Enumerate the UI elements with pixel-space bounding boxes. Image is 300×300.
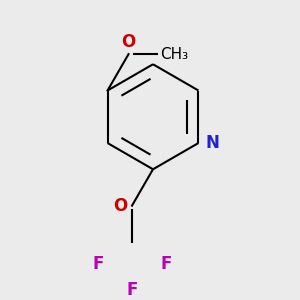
Text: O: O <box>122 33 136 51</box>
Text: N: N <box>205 134 219 152</box>
Text: CH₃: CH₃ <box>160 47 188 62</box>
Text: F: F <box>160 255 172 273</box>
Text: O: O <box>113 196 128 214</box>
Text: F: F <box>126 280 138 298</box>
Text: F: F <box>92 255 103 273</box>
